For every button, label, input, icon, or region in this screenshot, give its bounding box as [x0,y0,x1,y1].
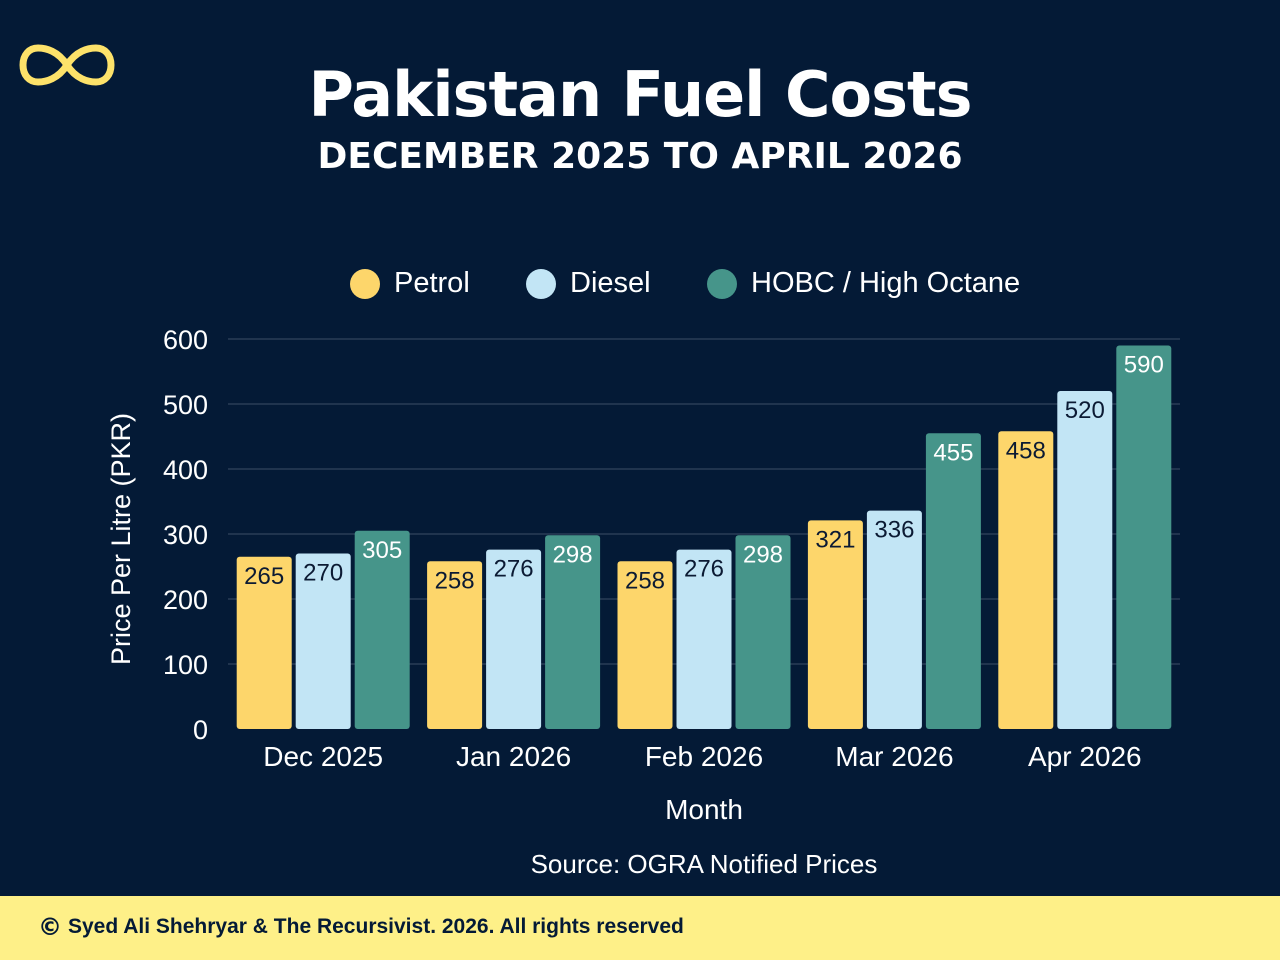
bar [295,553,351,729]
bar [735,535,791,729]
bar-chart: 0 100 200 300 400 500 600 265 270 305 Dec 2025 258 2… [106,325,1180,879]
bar [807,520,863,729]
y-tick-label: 200 [163,585,208,615]
bar-value-label: 336 [874,517,914,544]
chart-title: Pakistan Fuel Costs [308,58,972,131]
bar [866,510,922,729]
legend-label-hobc: HOBC / High Octane [751,267,1021,299]
bar [354,530,410,729]
bar-value-label: 298 [743,541,783,568]
footer-copyright-text: Syed Ali Shehryar & The Recursivist. 202… [68,915,684,938]
x-tick-label: Feb 2026 [645,741,763,772]
bar [998,431,1054,729]
bar-value-label: 520 [1065,397,1105,424]
bar [617,561,673,729]
bar [1116,345,1172,729]
legend-swatch-hobc [707,269,737,299]
legend-swatch-petrol [350,269,380,299]
bar-value-label: 276 [684,556,724,583]
chart-subtitle: DECEMBER 2025 TO APRIL 2026 [317,136,963,177]
bar-value-label: 276 [494,556,534,583]
legend-swatch-diesel [526,269,556,299]
bar-value-label: 305 [362,537,402,564]
bar-value-label: 458 [1006,437,1046,464]
source-note: Source: OGRA Notified Prices [531,849,878,879]
x-tick-label: Jan 2026 [456,741,571,772]
bar [1057,391,1113,729]
legend-label-diesel: Diesel [570,267,651,299]
x-tick-label: Apr 2026 [1028,741,1142,772]
bar [925,433,981,729]
bar [486,549,542,729]
infinity-icon [19,44,115,86]
bar-value-label: 590 [1124,352,1164,379]
x-axis-title: Month [665,794,743,825]
y-tick-label: 100 [163,650,208,680]
y-tick-label: 500 [163,390,208,420]
bar [236,556,292,729]
y-tick-label: 300 [163,520,208,550]
y-tick-label: 600 [163,325,208,355]
bar [427,561,483,729]
y-axis-title: Price Per Litre (PKR) [106,413,136,665]
bar-value-label: 265 [244,563,284,590]
bar [545,535,601,729]
x-tick-label: Mar 2026 [835,741,953,772]
bar-value-label: 258 [435,567,475,594]
y-tick-label: 0 [193,715,208,745]
y-tick-label: 400 [163,455,208,485]
bar-value-label: 321 [815,526,855,553]
copyright-icon: © [38,913,62,941]
bar-value-label: 258 [625,567,665,594]
bar-value-label: 455 [933,439,973,466]
x-tick-label: Dec 2025 [263,741,383,772]
legend-label-petrol: Petrol [394,267,470,299]
footer-bar: © Syed Ali Shehryar & The Recursivist. 2… [0,896,1280,960]
bar-value-label: 298 [553,541,593,568]
bar [676,549,732,729]
bar-value-label: 270 [303,560,343,587]
